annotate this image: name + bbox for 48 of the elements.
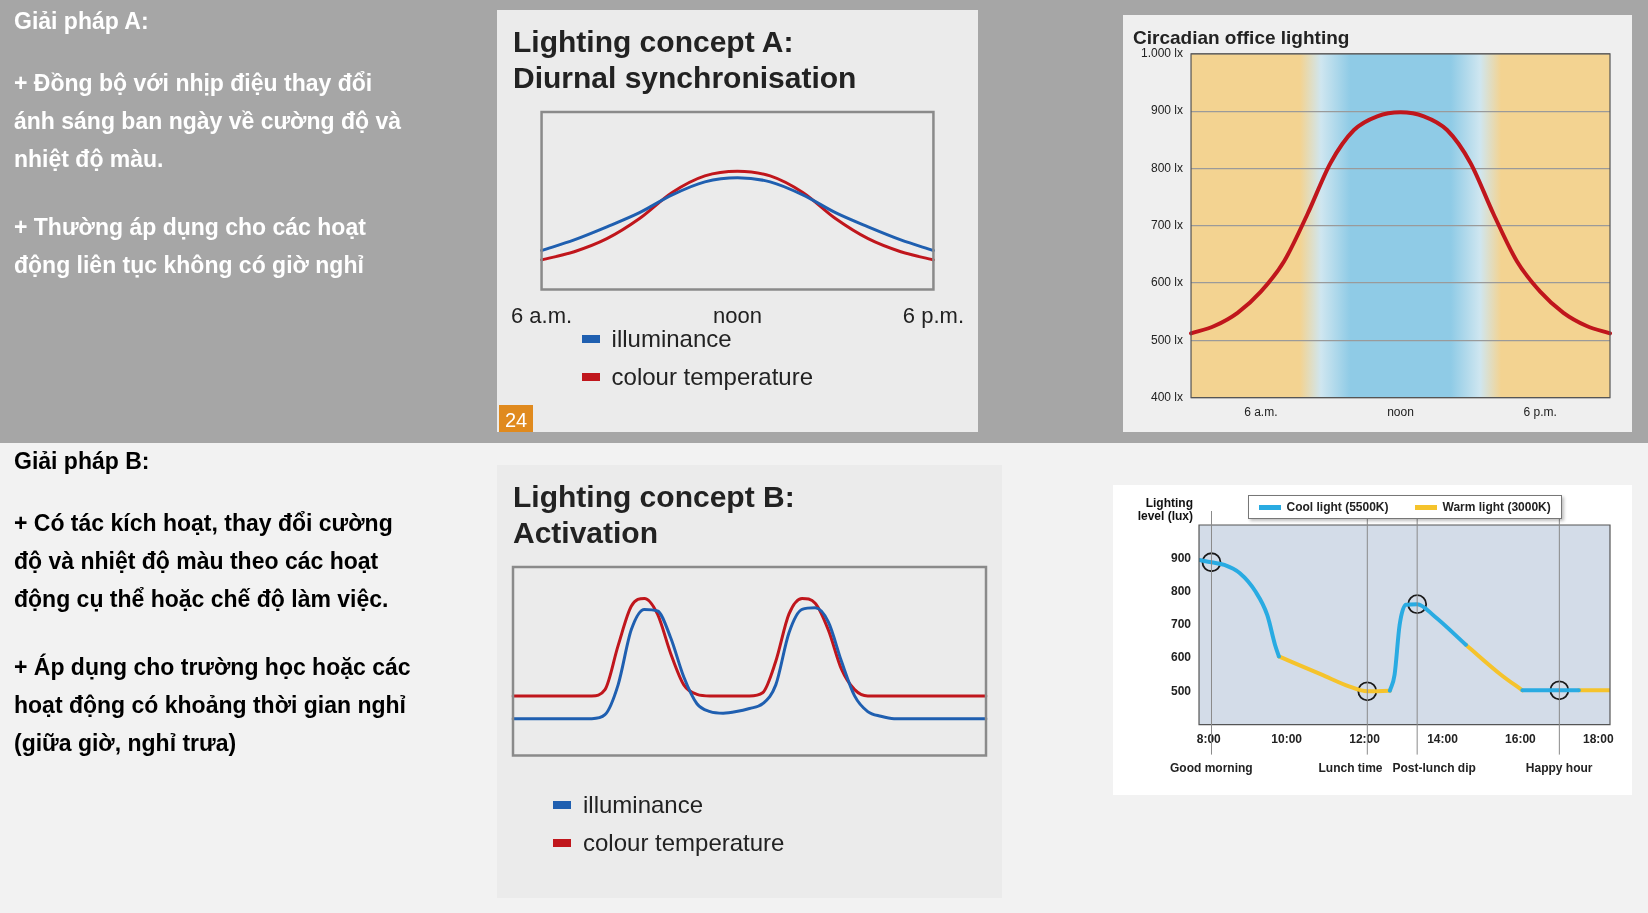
- x-tick-label: 12:00: [1349, 732, 1381, 747]
- x-tick-label: 6 a.m.: [1244, 405, 1278, 420]
- x-tick-label: noon: [1387, 405, 1414, 420]
- x-tick-label: 8:00: [1196, 732, 1222, 747]
- point: [1357, 681, 1378, 702]
- y-tick-label: 800 lx: [1151, 160, 1184, 175]
- x-tick-label: 10:00: [1271, 732, 1303, 747]
- chart-title: Circadian office lighting: [1133, 26, 1350, 48]
- x-tick-label: 16:00: [1505, 732, 1537, 747]
- ref-line-label: Happy hour: [1525, 760, 1593, 775]
- y-tick-label: 800: [1170, 583, 1192, 598]
- point: [1201, 552, 1222, 573]
- text: + Đồng bộ với nhịp điệu thay đổi ánh sáng ban ngày về cường độ và nhiệt độ màu.: [14, 69, 403, 174]
- text: + Áp dụng cho trường học hoặc các hoạt động có khoảng thời gian nghỉ (giữa giờ, nghỉ trưa): [14, 652, 412, 758]
- x-tick-label: 6 a.m.: [511, 302, 573, 328]
- y-axis-title: Lighting level (lux): [1136, 496, 1194, 524]
- x-tick-label: 6 p.m.: [902, 302, 964, 328]
- text: 24: [499, 405, 534, 432]
- text: Giải pháp A:: [14, 8, 150, 35]
- ref-line-label: Good morning: [1169, 760, 1253, 775]
- chart-title: Lighting concept A: Diurnal synchronisation: [513, 25, 857, 95]
- y-tick-label: 500 lx: [1151, 332, 1184, 347]
- y-tick-label: 900: [1170, 550, 1192, 565]
- text: + Thường áp dụng cho các hoạt động liên tục không có giờ nghỉ: [14, 212, 367, 280]
- point: [1407, 594, 1428, 615]
- y-tick-label: 700 lx: [1151, 218, 1184, 233]
- ref-line-label: Post-lunch dip: [1392, 760, 1476, 775]
- text: + Có tác kích hoạt, thay đổi cường độ và nhiệt độ màu theo các hoạt động cụ thể hoặc chế độ làm việc.: [14, 509, 394, 614]
- legend-label: Cool light (5500K): [1286, 500, 1389, 514]
- text: Giải pháp B:: [14, 448, 151, 475]
- x-tick-label: 6 p.m.: [1523, 405, 1557, 420]
- legend-label: Warm light (3000K): [1442, 500, 1551, 514]
- y-tick-label: 400 lx: [1151, 389, 1184, 404]
- y-tick-label: 900 lx: [1151, 103, 1184, 118]
- legend-label: colour temperature: [611, 362, 813, 392]
- x-tick-label: 14:00: [1427, 732, 1459, 747]
- chart-title: Lighting concept B: Activation: [513, 480, 795, 550]
- y-tick-label: 600 lx: [1151, 275, 1184, 290]
- y-tick-label: 700: [1170, 617, 1192, 632]
- y-tick-label: 500: [1170, 683, 1192, 698]
- ref-line-label: Lunch time: [1318, 760, 1383, 775]
- y-tick-label: 1.000 lx: [1141, 46, 1184, 61]
- line-series: [1189, 110, 1612, 336]
- y-tick-label: 600: [1170, 650, 1192, 665]
- x-tick-label: 18:00: [1582, 732, 1614, 747]
- legend-label: illuminance: [583, 789, 704, 820]
- point: [1549, 680, 1570, 701]
- legend-label: colour temperature: [583, 828, 785, 858]
